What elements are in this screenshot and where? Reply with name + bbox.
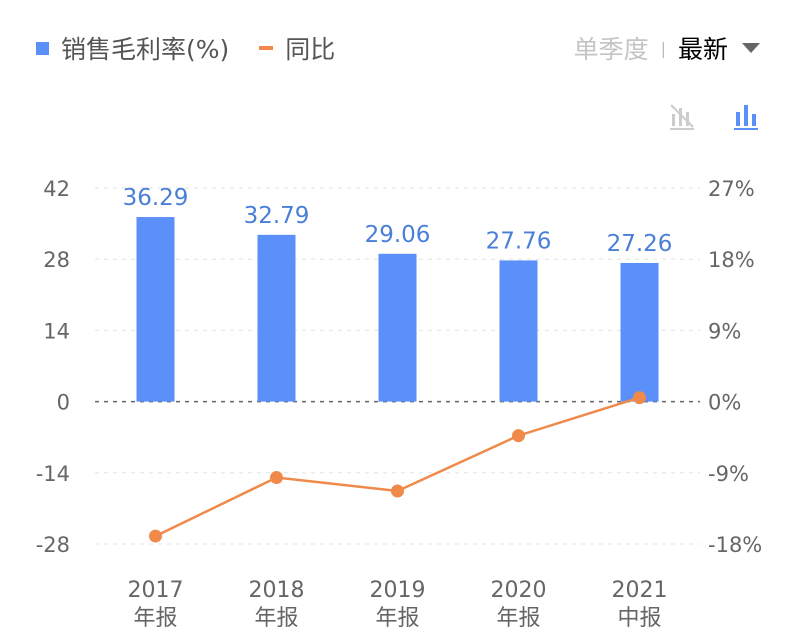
x-tick-label: 2018	[249, 578, 305, 603]
right-tick-label: -18%	[708, 533, 762, 557]
bar-data-label: 29.06	[365, 222, 431, 248]
bar	[378, 253, 417, 402]
left-tick-label: 0	[57, 391, 70, 415]
x-tick-sublabel: 中报	[617, 606, 661, 631]
left-tick-label: 14	[43, 319, 70, 343]
separator: |	[660, 38, 666, 58]
x-tick-sublabel: 年报	[133, 606, 177, 631]
right-tick-label: 9%	[708, 319, 741, 343]
yoy-line	[154, 396, 640, 538]
x-tick-label: 2019	[370, 578, 426, 603]
bar	[257, 234, 296, 402]
bar-data-label: 32.79	[244, 203, 310, 229]
bar-data-label: 27.26	[607, 231, 673, 257]
yoy-point	[391, 484, 404, 498]
x-tick-sublabel: 年报	[375, 606, 419, 631]
right-tick-label: 18%	[708, 248, 755, 272]
yoy-point	[633, 391, 646, 405]
yoy-point	[270, 471, 283, 485]
left-tick-label: 42	[43, 177, 70, 201]
x-tick-sublabel: 年报	[496, 606, 540, 631]
latest-dropdown[interactable]: 最新	[677, 35, 728, 64]
bar-legend-label[interactable]: 销售毛利率(%)	[61, 35, 230, 64]
right-tick-label: -9%	[708, 462, 749, 486]
left-tick-label: 28	[43, 248, 70, 272]
line-legend-swatch	[259, 46, 274, 50]
yoy-point	[512, 429, 525, 443]
x-tick-label: 2017	[128, 578, 184, 603]
left-tick-label: -28	[36, 533, 70, 557]
right-tick-label: 27%	[708, 177, 755, 201]
bar-data-label: 27.76	[486, 228, 552, 254]
bar	[499, 260, 538, 402]
right-tick-label: 0%	[708, 391, 741, 415]
bar-chart-icon[interactable]	[732, 102, 760, 130]
x-tick-sublabel: 年报	[254, 606, 298, 631]
line-chart-toggle-icon[interactable]	[668, 102, 696, 130]
yoy-point	[149, 529, 162, 543]
quarter-toggle[interactable]: 单季度	[573, 35, 649, 64]
legend: 销售毛利率(%) 同比	[36, 30, 335, 66]
line-legend-label[interactable]: 同比	[285, 35, 336, 64]
bar	[136, 217, 175, 402]
chevron-down-icon[interactable]	[742, 43, 760, 53]
bar-legend-swatch	[36, 41, 49, 55]
x-tick-label: 2021	[612, 578, 668, 603]
left-tick-label: -14	[36, 462, 70, 486]
x-tick-label: 2020	[491, 578, 547, 603]
bar-data-label: 36.29	[123, 185, 189, 211]
bar	[620, 262, 659, 402]
period-controls: 单季度 | 最新	[574, 30, 760, 66]
